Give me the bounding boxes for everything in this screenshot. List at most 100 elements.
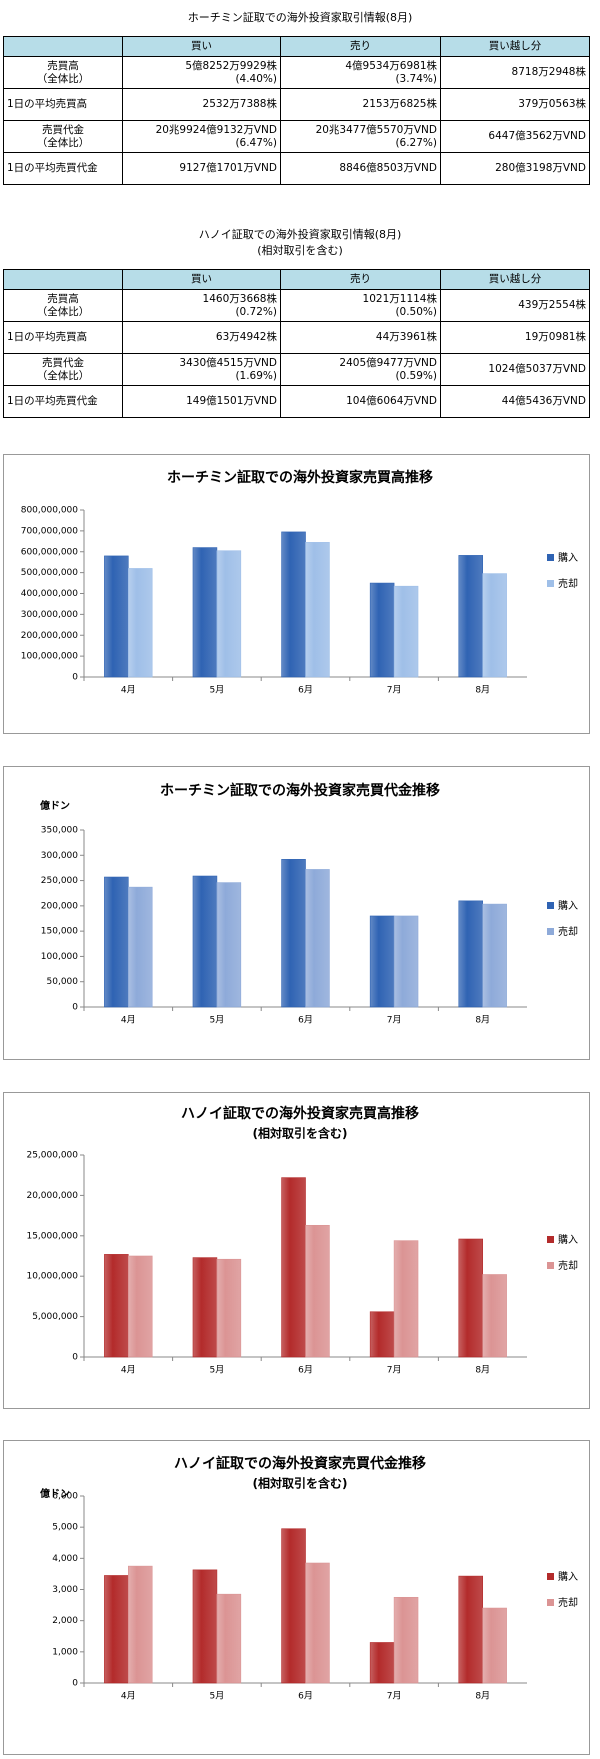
x-tick-label: 7月 [387, 1015, 402, 1026]
x-tick-label: 8月 [475, 1691, 490, 1702]
value-line: 9127億1701万VND [179, 162, 277, 174]
x-tick-label: 8月 [475, 685, 490, 696]
value-line: (3.74%) [395, 72, 437, 85]
label-line: （全体比） [36, 136, 90, 149]
bar [192, 547, 218, 678]
bar [393, 915, 419, 1008]
table-title: ハノイ証取での海外投資家取引情報(8月) [198, 228, 402, 241]
value-line: 379万0563株 [518, 98, 586, 110]
value-line: (4.40%) [235, 72, 277, 85]
table-row: 1日の平均売買代金 149億1501万VND 104億6064万VND 44億5436… [3, 385, 590, 418]
legend-label: 売却 [558, 925, 578, 938]
value-cell: 63万4942株 [122, 321, 281, 354]
legend-label: 売却 [558, 577, 578, 590]
chart-title: ハノイ証取での海外投資家売買代金推移 [174, 1455, 426, 1472]
bar [128, 886, 153, 1008]
y-tick-label: 0 [72, 673, 78, 683]
value-cell: 8718万2948株 [440, 56, 590, 89]
value-line: 104億6064万VND [346, 395, 437, 407]
legend-label: 売却 [558, 1259, 578, 1272]
table-row: 1日の平均売買高 63万4942株 44万3961株 19万0981株 [3, 321, 590, 354]
value-line: (0.72%) [235, 305, 277, 318]
value-line: 20兆3477億5570万VND [315, 123, 437, 136]
y-tick-label: 0 [72, 1353, 78, 1363]
bar [393, 1596, 419, 1684]
bar [482, 1607, 507, 1684]
value-cell: 2405億9477万VND (0.59%) [280, 353, 441, 386]
value-line: 1021万1114株 [362, 292, 437, 305]
label-line: 1日の平均売買高 [7, 331, 88, 343]
x-tick-label: 7月 [387, 1365, 402, 1376]
bar [104, 555, 129, 678]
chart-title: ホーチミン証取での海外投資家売買高推移 [167, 469, 433, 486]
y-tick-label: 100,000 [41, 952, 78, 962]
bar [369, 1642, 395, 1684]
bar [192, 875, 218, 1008]
y-tick-label: 700,000,000 [21, 526, 79, 536]
value-line: 439万2554株 [518, 299, 586, 311]
value-line: 1460万3668株 [202, 292, 277, 305]
chart-subtitle: (相対取引を含む) [253, 1476, 348, 1491]
value-line: (0.50%) [395, 305, 437, 318]
value-cell: 3430億4515万VND (1.69%) [122, 353, 281, 386]
x-tick-label: 6月 [298, 1691, 313, 1702]
x-tick-label: 5月 [210, 685, 225, 696]
value-line: 2405億9477万VND [339, 356, 437, 369]
value-cell: 104億6064万VND [280, 385, 441, 418]
row-label: 売買高 （全体比） [3, 289, 123, 322]
bar [458, 1575, 484, 1684]
value-line: 8718万2948株 [511, 66, 586, 78]
x-tick-label: 5月 [210, 1015, 225, 1026]
legend-swatch [547, 1599, 554, 1606]
y-tick-label: 20,000,000 [26, 1191, 78, 1201]
table-row: 売買代金 （全体比） 3430億4515万VND (1.69%) 2405億9477万V… [3, 353, 590, 386]
bar [192, 1569, 218, 1684]
chart-title: ホーチミン証取での海外投資家売買代金推移 [160, 782, 440, 799]
row-label: 1日の平均売買高 [3, 321, 123, 354]
header-row: 買い 売り 買い越し分 [3, 36, 590, 57]
y-tick-label: 400,000,000 [21, 589, 79, 599]
bar [369, 915, 395, 1008]
y-tick-label: 800,000,000 [21, 506, 79, 516]
x-tick-label: 8月 [475, 1365, 490, 1376]
table-row: 売買高 （全体比） 1460万3668株 (0.72%) 1021万1114株 (0.50… [3, 289, 590, 322]
value-line: 8846億8503万VND [339, 162, 437, 174]
bar [128, 568, 153, 678]
label-line: 売買代金 [42, 356, 84, 369]
row-label: 1日の平均売買代金 [3, 152, 123, 185]
bar [281, 1177, 306, 1358]
value-line: (0.59%) [395, 369, 437, 382]
value-line: 5億8252万9929株 [185, 59, 277, 72]
header-cell [3, 36, 123, 57]
value-cell: 20兆9924億9132万VND (6.47%) [122, 120, 281, 153]
y-tick-label: 2,000 [52, 1616, 78, 1626]
bar [216, 550, 242, 678]
chart: ハノイ証取での海外投資家売買代金推移 (相対取引を含む) 億ドン 0 1,000 2,00… [3, 1440, 590, 1755]
bar [482, 573, 507, 678]
label-line: 1日の平均売買代金 [7, 395, 98, 407]
label-line: 売買高 [47, 59, 79, 72]
x-tick-label: 6月 [298, 685, 313, 696]
bar [305, 542, 330, 678]
y-tick-label: 300,000 [41, 851, 78, 861]
bar [104, 1575, 129, 1684]
label-line: （全体比） [36, 305, 90, 318]
label-line: 売買高 [47, 292, 79, 305]
legend-swatch [547, 928, 554, 935]
x-tick-label: 8月 [475, 1015, 490, 1026]
y-tick-label: 300,000,000 [21, 610, 79, 620]
value-cell: 9127億1701万VND [122, 152, 281, 185]
bar [192, 1257, 218, 1358]
bar [281, 531, 306, 678]
value-line: 44万3961株 [375, 331, 437, 343]
y-tick-label: 0 [72, 1003, 78, 1013]
value-cell: 1460万3668株 (0.72%) [122, 289, 281, 322]
y-tick-label: 3,000 [52, 1585, 78, 1595]
y-axis-label: 億ドン [40, 799, 70, 812]
x-tick-label: 4月 [121, 1015, 136, 1026]
y-tick-label: 6,000 [52, 1492, 78, 1502]
value-line: 149億1501万VND [186, 395, 277, 407]
y-tick-label: 600,000,000 [21, 547, 79, 557]
